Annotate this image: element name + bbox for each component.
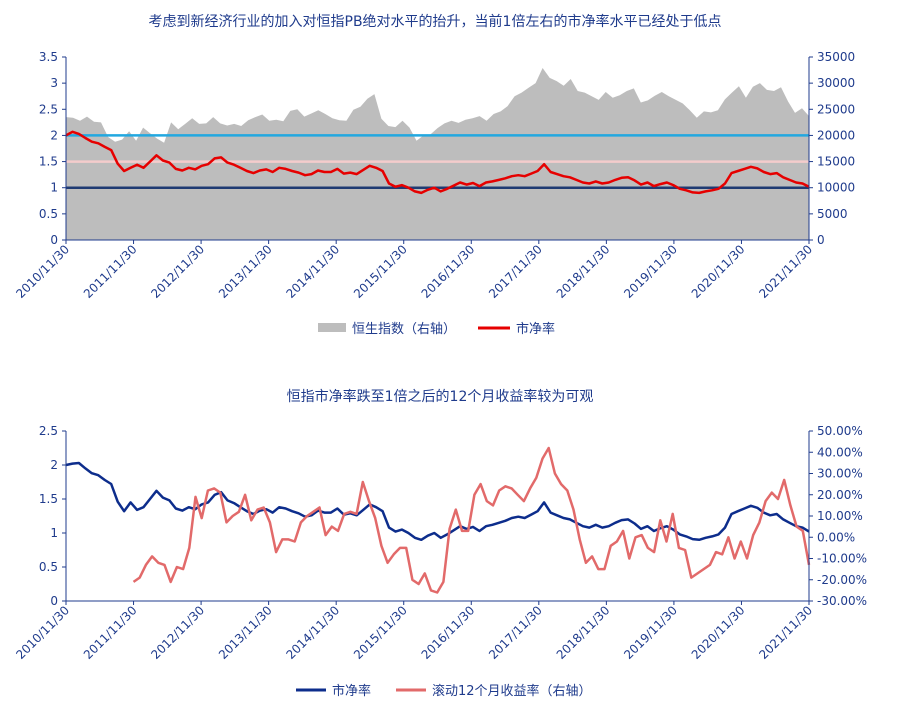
chart-bottom-ytick-left-label: 1 — [50, 526, 58, 540]
chart-bottom-xtick-label: 2013/11/30 — [216, 603, 275, 662]
chart-top-ytick-left-label: 2.5 — [39, 102, 58, 116]
chart-top-title: 考虑到新经济行业的加入对恒指PB绝对水平的抬升，当前1倍左右的市净率水平已经处于… — [149, 13, 722, 30]
chart-top-xtick-label: 2012/11/30 — [148, 242, 207, 301]
chart-bottom-ytick-right-label: 40.00% — [817, 445, 863, 459]
chart-top-xtick-label: 2018/11/30 — [554, 242, 613, 301]
hsi-area — [66, 68, 809, 240]
chart-top-xtick-label: 2010/11/30 — [13, 242, 72, 301]
chart-top-xtick-label: 2014/11/30 — [283, 242, 342, 301]
chart-top-legend: 恒生指数（右轴） 市净率 — [318, 321, 555, 337]
legend-label-pb-bottom: 市净率 — [332, 683, 371, 699]
chart-top-ytick-right-label: 5000 — [817, 207, 848, 221]
chart-top-xtick-label: 2013/11/30 — [216, 242, 275, 301]
chart-bottom-xtick-label: 2018/11/30 — [554, 603, 613, 662]
chart-bottom-xtick-label: 2014/11/30 — [283, 603, 342, 662]
chart-top-xtick-label: 2011/11/30 — [81, 242, 140, 301]
chart-bottom-ytick-right-label: 10.00% — [817, 509, 863, 523]
chart-bottom-ytick-right-label: 30.00% — [817, 467, 863, 481]
legend-swatch-hsi-area — [318, 323, 346, 332]
chart-bottom-ytick-right-label: -10.00% — [817, 552, 867, 566]
chart-top-ytick-right-label: 30000 — [817, 76, 855, 90]
chart-top-xtick-label: 2020/11/30 — [689, 242, 748, 301]
chart-top-xtick-label: 2021/11/30 — [756, 242, 815, 301]
chart-bottom-ytick-left-label: 2.5 — [39, 424, 58, 438]
pb-line-bottom — [65, 461, 810, 542]
chart-top-ytick-right-label: 10000 — [817, 181, 855, 195]
chart-top-ytick-left-label: 3 — [50, 76, 58, 90]
chart-bottom-ytick-right-label: 20.00% — [817, 488, 863, 502]
chart-bottom-ytick-left-label: 0 — [50, 594, 58, 608]
chart-top-xtick-label: 2017/11/30 — [486, 242, 545, 301]
legend-label-hsi: 恒生指数（右轴） — [352, 322, 456, 337]
chart-bottom-xtick-label: 2020/11/30 — [689, 603, 748, 662]
chart-top-ytick-right-label: 25000 — [817, 102, 855, 116]
chart-top-xtick-label: 2019/11/30 — [621, 242, 680, 301]
chart-bottom-ytick-right-label: -30.00% — [817, 594, 867, 608]
chart-bottom-legend: 市净率 滚动12个月收益率（右轴） — [296, 683, 592, 699]
chart-bottom-ytick-left-label: 1.5 — [39, 492, 58, 506]
chart-top-xtick-label: 2015/11/30 — [351, 242, 410, 301]
pb-line-top — [65, 130, 810, 195]
chart-bottom-xtick-label: 2016/11/30 — [419, 603, 478, 662]
chart-bottom-xtick-label: 2017/11/30 — [486, 603, 545, 662]
chart-bottom-xtick-label: 2021/11/30 — [756, 603, 815, 662]
chart-bottom-ytick-right-label: -20.00% — [817, 573, 867, 587]
chart-top-ytick-right-label: 35000 — [817, 50, 855, 64]
chart-top-ytick-right-label: 20000 — [817, 128, 855, 142]
chart-bottom-ytick-right-label: 50.00% — [817, 424, 863, 438]
chart-bottom-xtick-label: 2010/11/30 — [13, 603, 72, 662]
chart-bottom-xtick-label: 2019/11/30 — [621, 603, 680, 662]
chart-top-ytick-left-label: 2 — [50, 128, 58, 142]
chart-top-xtick-label: 2016/11/30 — [419, 242, 478, 301]
legend-label-pb-top: 市净率 — [516, 321, 555, 337]
chart-bottom: 恒指市净率跌至1倍之后的12个月收益率较为可观 0 0.5 1 1.5 2 2.5 -30.… — [13, 388, 867, 699]
chart-top-ytick-left-label: 3.5 — [39, 50, 58, 64]
chart-top-ytick-right-label: 15000 — [817, 155, 855, 169]
returns-line — [132, 446, 811, 594]
chart-top-ytick-left-label: 1.5 — [39, 155, 58, 169]
chart-top-ytick-right-label: 0 — [817, 233, 825, 247]
chart-top-ytick-left-label: 1 — [50, 181, 58, 195]
chart-bottom-xtick-label: 2015/11/30 — [351, 603, 410, 662]
chart-bottom-title: 恒指市净率跌至1倍之后的12个月收益率较为可观 — [287, 388, 594, 405]
chart-bottom-ytick-left-label: 2 — [50, 458, 58, 472]
legend-label-returns: 滚动12个月收益率（右轴） — [432, 683, 592, 699]
chart-bottom-ytick-left-label: 0.5 — [39, 560, 58, 574]
chart-bottom-ytick-right-label: 0.00% — [817, 530, 855, 544]
chart-top: 考虑到新经济行业的加入对恒指PB绝对水平的抬升，当前1倍左右的市净率水平已经处于… — [13, 13, 855, 337]
chart-top-ytick-left-label: 0 — [50, 233, 58, 247]
chart-bottom-xtick-label: 2012/11/30 — [148, 603, 207, 662]
chart-bottom-xtick-label: 2011/11/30 — [81, 603, 140, 662]
chart-top-ytick-left-label: 0.5 — [39, 207, 58, 221]
